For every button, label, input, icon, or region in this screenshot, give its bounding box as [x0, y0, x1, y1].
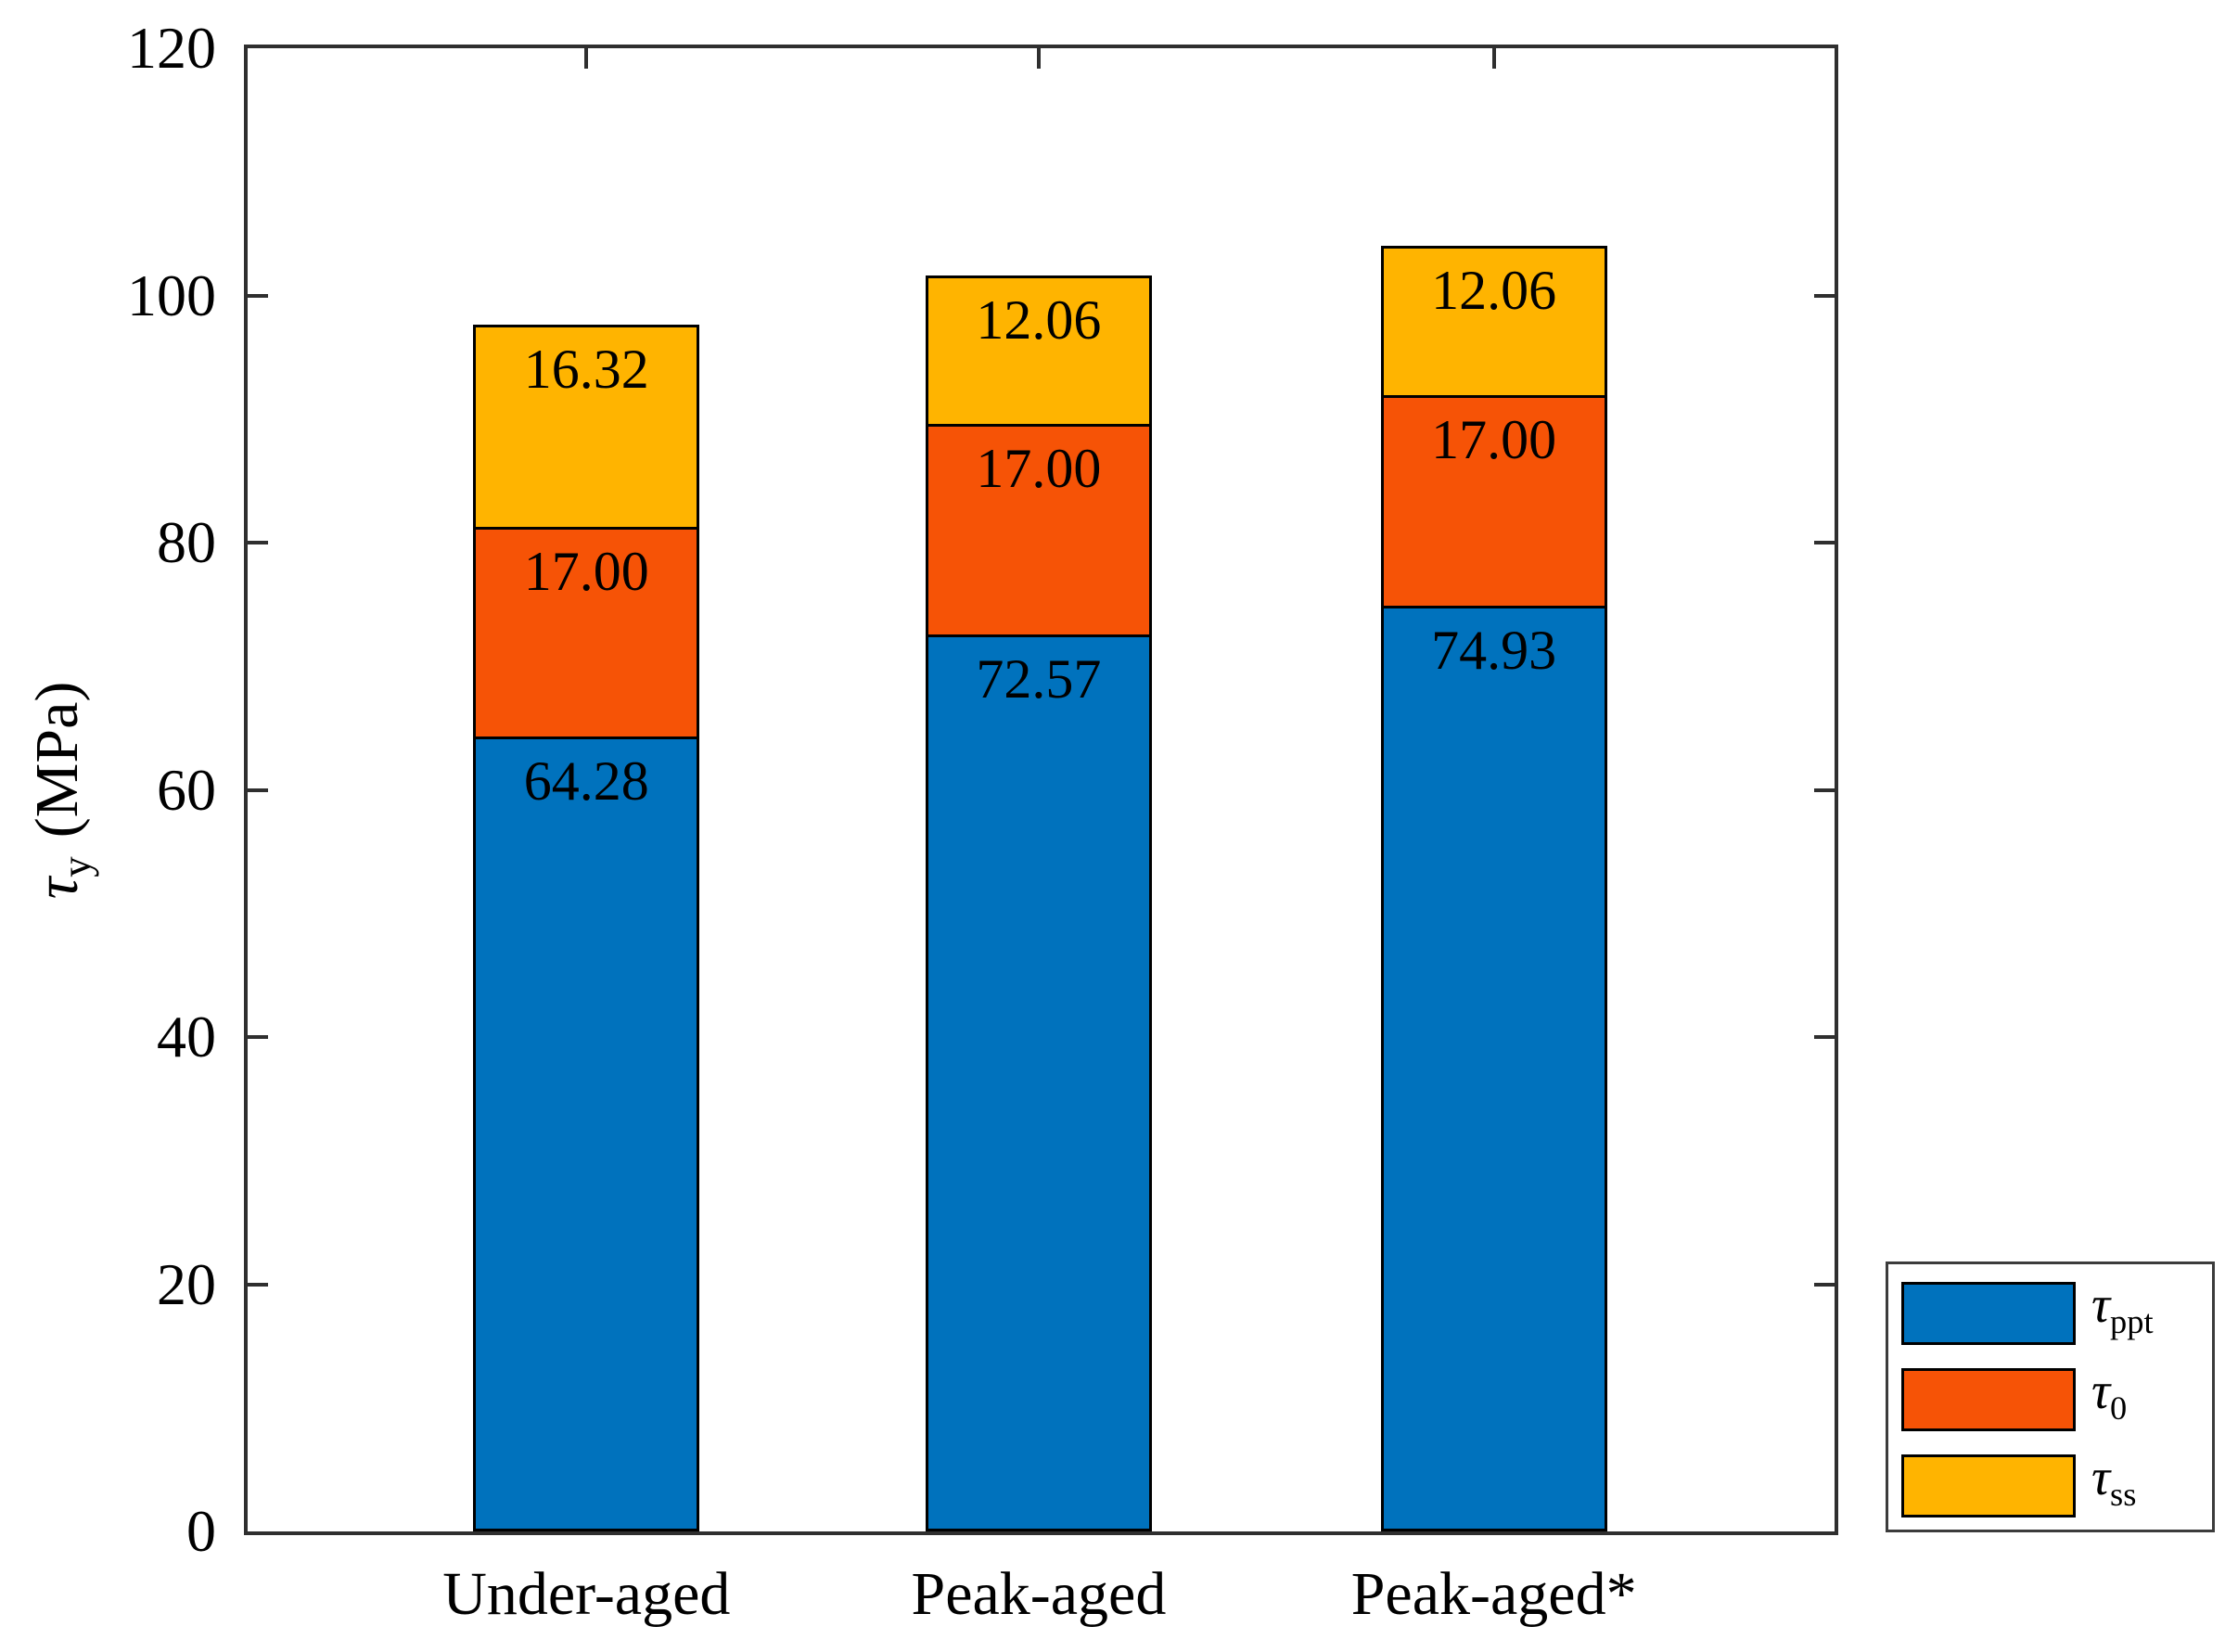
y-tick-label: 40: [157, 1004, 216, 1069]
legend-label-tau-0: τ0: [2091, 1362, 2128, 1428]
y-tick-label: 100: [127, 262, 216, 328]
y-tick-left: [248, 1035, 268, 1039]
bar-segment-tau-0: 17.00: [1380, 395, 1607, 608]
bar-value-label: 72.57: [976, 648, 1102, 710]
bar-segment-tau-0: 17.00: [925, 424, 1152, 637]
y-tick-left: [248, 293, 268, 298]
y-tick-label: 80: [157, 509, 216, 575]
x-tick-top: [1036, 48, 1041, 69]
x-category-label: Peak-aged*: [1350, 1560, 1637, 1628]
bar-value-label: 74.93: [1431, 619, 1557, 681]
y-tick-right: [1814, 541, 1835, 544]
bar-value-label: 16.32: [523, 339, 649, 401]
legend: τppt τ0 τss: [1886, 1261, 2215, 1532]
y-tick-right: [1814, 788, 1835, 792]
y-tick-left: [248, 1282, 268, 1287]
bar-segment-tau-ppt: 64.28: [473, 736, 700, 1531]
bar-segment-tau-ss: 16.32: [473, 325, 700, 530]
y-tick-left: [248, 541, 268, 544]
legend-label-tau-ppt: τppt: [2091, 1275, 2154, 1341]
legend-swatch-tau-ss: [1901, 1454, 2076, 1518]
y-tick-right: [1814, 1035, 1835, 1039]
legend-swatch-tau-0: [1901, 1368, 2076, 1431]
y-tick-label: 0: [186, 1498, 216, 1564]
x-tick-top: [584, 48, 589, 69]
plot-area: 64.28 17.00 16.32 72.57 17.00 12.06 74.93 17.00…: [244, 45, 1838, 1535]
y-tick-right: [1814, 293, 1835, 298]
x-category-label: Peak-aged: [911, 1560, 1167, 1628]
bar-value-label: 17.00: [1431, 409, 1557, 471]
bar-value-label: 64.28: [523, 750, 649, 813]
bar-value-label: 12.06: [1431, 260, 1557, 322]
bar-segment-tau-ppt: 74.93: [1380, 605, 1607, 1531]
x-tick-top: [1491, 48, 1496, 69]
bar-value-label: 12.06: [976, 288, 1102, 351]
y-tick-left: [248, 788, 268, 792]
y-axis-symbol: τ: [22, 877, 91, 900]
y-tick-right: [1814, 1282, 1835, 1287]
legend-item-tau-ss: τss: [1901, 1450, 2212, 1518]
legend-swatch-tau-ppt: [1901, 1282, 2076, 1345]
y-tick-label: 120: [127, 15, 216, 81]
bar-segment-tau-ss: 12.06: [925, 275, 1152, 428]
bar-segment-tau-0: 17.00: [473, 526, 700, 740]
legend-label-tau-ss: τss: [2091, 1448, 2137, 1514]
bar-value-label: 17.00: [976, 438, 1102, 500]
bar-segment-tau-ss: 12.06: [1380, 246, 1607, 399]
legend-item-tau-ppt: τppt: [1901, 1277, 2212, 1345]
bar-value-label: 17.00: [523, 540, 649, 602]
y-tick-label: 20: [157, 1250, 216, 1317]
bar-segment-tau-ppt: 72.57: [925, 634, 1152, 1531]
x-category-label: Under-aged: [442, 1560, 731, 1628]
y-tick-label: 60: [157, 756, 216, 823]
legend-item-tau-0: τ0: [1901, 1364, 2212, 1431]
y-axis-symbol-subscript: y: [53, 856, 100, 877]
